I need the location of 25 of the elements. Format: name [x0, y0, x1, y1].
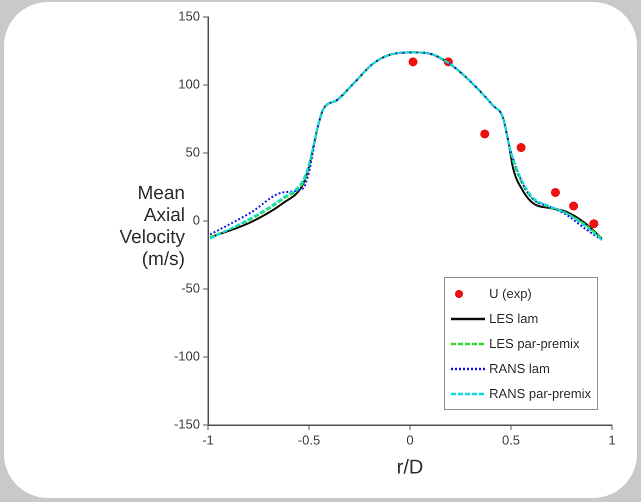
legend-label: RANS par-premix — [489, 386, 591, 401]
point — [408, 57, 418, 66]
point — [550, 188, 560, 197]
legend-label: RANS lam — [489, 361, 550, 376]
y-tick-label: 100 — [178, 76, 200, 92]
y-tick-label: -100 — [174, 348, 200, 364]
x-axis-title: r/D — [396, 456, 424, 479]
x-tick-label: 0.5 — [502, 432, 520, 448]
point — [480, 129, 490, 138]
y-axis-title: Mean Axial Velocity (m/s) — [118, 183, 185, 271]
y-tick-label: -50 — [181, 280, 200, 296]
y-tick-label: 150 — [178, 8, 200, 24]
point — [589, 219, 598, 228]
x-tick-label: -1 — [202, 432, 214, 448]
legend-label: U (exp) — [489, 286, 532, 301]
x-tick-label: -0.5 — [298, 432, 320, 448]
y-tick-label: -150 — [174, 416, 200, 432]
x-tick-label: 0 — [406, 432, 414, 448]
point — [516, 143, 526, 152]
point — [569, 202, 578, 211]
x-tick-label: 1 — [608, 432, 616, 448]
legend-label: LES lam — [489, 311, 538, 326]
legend-label: LES par-premix — [489, 336, 580, 351]
y-tick-label: 50 — [186, 144, 200, 160]
y-tick-label: 0 — [192, 212, 200, 228]
